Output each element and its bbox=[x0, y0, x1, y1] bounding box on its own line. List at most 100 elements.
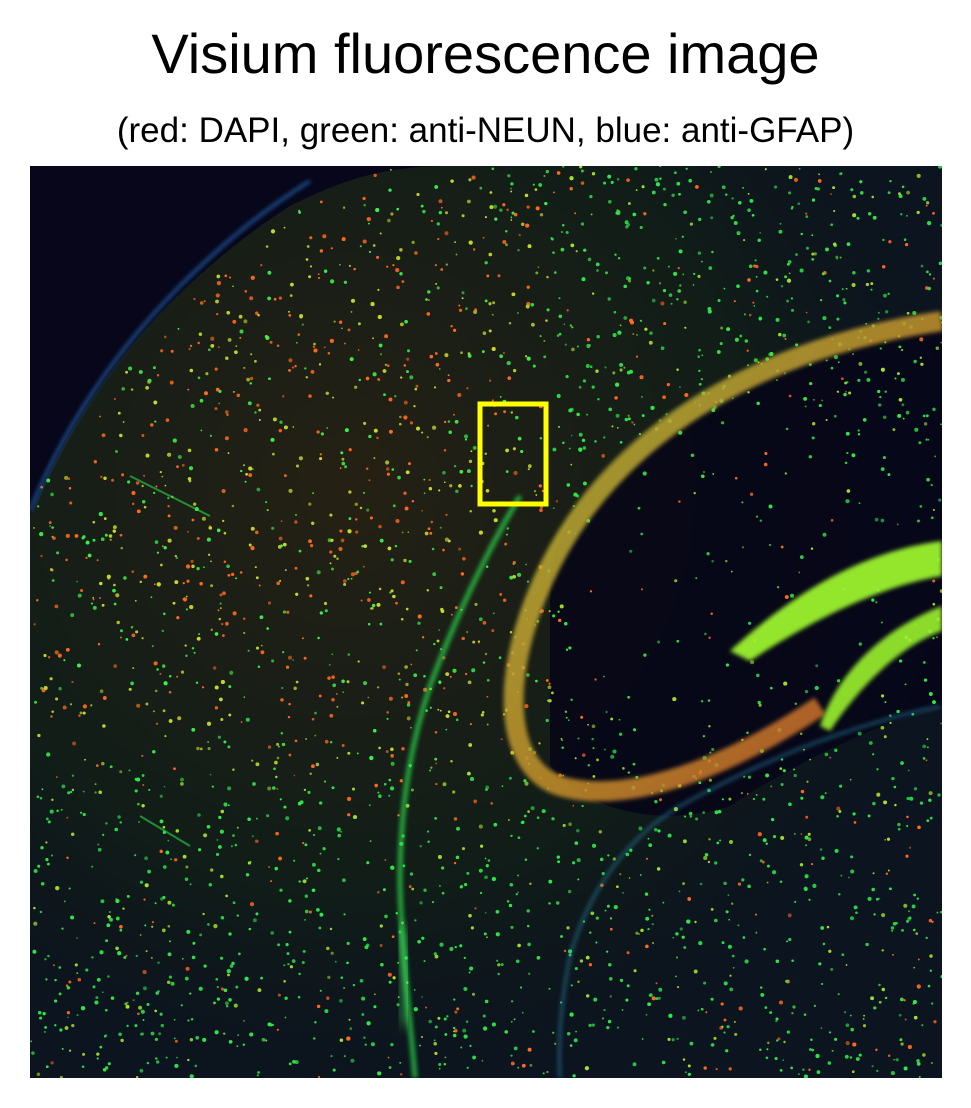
cell-dot bbox=[466, 630, 469, 634]
cell-dot bbox=[800, 796, 804, 800]
cell-dot bbox=[331, 697, 335, 702]
cell-dot bbox=[721, 185, 726, 190]
cell-dot bbox=[333, 320, 336, 323]
cell-dot bbox=[829, 756, 832, 759]
cell-dot bbox=[815, 1053, 820, 1059]
cell-dot bbox=[67, 477, 71, 481]
cell-dot bbox=[128, 366, 133, 371]
cell-dot bbox=[255, 530, 259, 535]
cell-dot bbox=[458, 484, 462, 488]
cell-dot bbox=[586, 994, 590, 998]
cell-dot bbox=[421, 431, 424, 434]
cell-dot bbox=[830, 223, 834, 227]
cell-dot bbox=[297, 801, 302, 806]
cell-dot bbox=[223, 531, 227, 535]
cell-dot bbox=[922, 414, 926, 418]
cell-dot bbox=[423, 888, 427, 892]
cell-dot bbox=[173, 858, 178, 862]
cell-dot bbox=[249, 382, 252, 385]
cell-dot bbox=[122, 421, 125, 423]
cell-dot bbox=[632, 762, 636, 766]
cell-dot bbox=[318, 926, 322, 930]
cell-dot bbox=[405, 470, 410, 475]
cell-dot bbox=[788, 802, 792, 807]
cell-dot bbox=[923, 678, 928, 682]
cell-dot bbox=[753, 358, 758, 363]
cell-dot bbox=[453, 413, 455, 416]
cell-dot bbox=[499, 395, 502, 398]
cell-dot bbox=[111, 478, 115, 482]
cell-dot bbox=[102, 724, 106, 728]
cell-dot bbox=[884, 996, 888, 1000]
cell-dot bbox=[248, 927, 251, 931]
cell-dot bbox=[926, 270, 929, 274]
cell-dot bbox=[347, 751, 351, 755]
cell-dot bbox=[153, 583, 156, 586]
cell-dot bbox=[207, 741, 209, 743]
cell-dot bbox=[896, 523, 899, 526]
cell-dot bbox=[434, 1051, 438, 1055]
cell-dot bbox=[659, 177, 662, 180]
cell-dot bbox=[764, 168, 767, 171]
cell-dot bbox=[784, 595, 789, 599]
cell-dot bbox=[511, 292, 516, 297]
cell-dot bbox=[368, 222, 370, 225]
cell-dot bbox=[430, 766, 433, 769]
cell-dot bbox=[278, 856, 282, 861]
cell-dot bbox=[327, 975, 331, 980]
cell-dot bbox=[688, 178, 693, 183]
cell-dot bbox=[203, 566, 205, 569]
cell-dot bbox=[804, 689, 809, 694]
cell-dot bbox=[570, 984, 573, 987]
cell-dot bbox=[629, 320, 635, 325]
cell-dot bbox=[340, 538, 345, 543]
cell-dot bbox=[769, 352, 774, 356]
cell-dot bbox=[556, 855, 560, 859]
cell-dot bbox=[717, 809, 722, 814]
cell-dot bbox=[803, 748, 805, 751]
cell-dot bbox=[623, 316, 628, 320]
cell-dot bbox=[775, 959, 780, 964]
cell-dot bbox=[645, 944, 649, 949]
cell-dot bbox=[775, 1020, 778, 1023]
cell-dot bbox=[250, 546, 255, 551]
cell-dot bbox=[332, 683, 337, 688]
cell-dot bbox=[432, 425, 437, 430]
cell-dot bbox=[449, 484, 453, 488]
cell-dot bbox=[495, 909, 500, 914]
cell-dot bbox=[232, 901, 236, 905]
cell-dot bbox=[717, 299, 721, 302]
cell-dot bbox=[858, 642, 863, 646]
cell-dot bbox=[734, 1032, 738, 1036]
cell-dot bbox=[714, 861, 718, 865]
cell-dot bbox=[798, 571, 801, 574]
cell-dot bbox=[684, 392, 689, 398]
cell-dot bbox=[346, 961, 349, 965]
cell-dot bbox=[936, 636, 938, 639]
cell-dot bbox=[760, 992, 765, 997]
cell-dot bbox=[376, 602, 381, 607]
cell-dot bbox=[752, 798, 755, 800]
cell-dot bbox=[689, 815, 693, 818]
cell-dot bbox=[191, 518, 195, 522]
cell-dot bbox=[809, 382, 813, 386]
cell-dot bbox=[616, 178, 620, 181]
cell-dot bbox=[756, 673, 760, 678]
cell-dot bbox=[294, 520, 298, 524]
cell-dot bbox=[806, 780, 809, 783]
cell-dot bbox=[448, 430, 452, 434]
cell-dot bbox=[906, 796, 910, 801]
cell-dot bbox=[142, 986, 147, 991]
cell-dot bbox=[651, 923, 654, 926]
cell-dot bbox=[505, 533, 508, 536]
cell-dot bbox=[863, 370, 868, 374]
cell-dot bbox=[919, 337, 924, 342]
cell-dot bbox=[218, 845, 222, 849]
cell-dot bbox=[421, 936, 425, 940]
cell-dot bbox=[590, 911, 595, 916]
cell-dot bbox=[922, 744, 927, 749]
cell-dot bbox=[109, 917, 113, 922]
cell-dot bbox=[301, 960, 305, 965]
cell-dot bbox=[70, 915, 75, 920]
cell-dot bbox=[209, 773, 212, 776]
